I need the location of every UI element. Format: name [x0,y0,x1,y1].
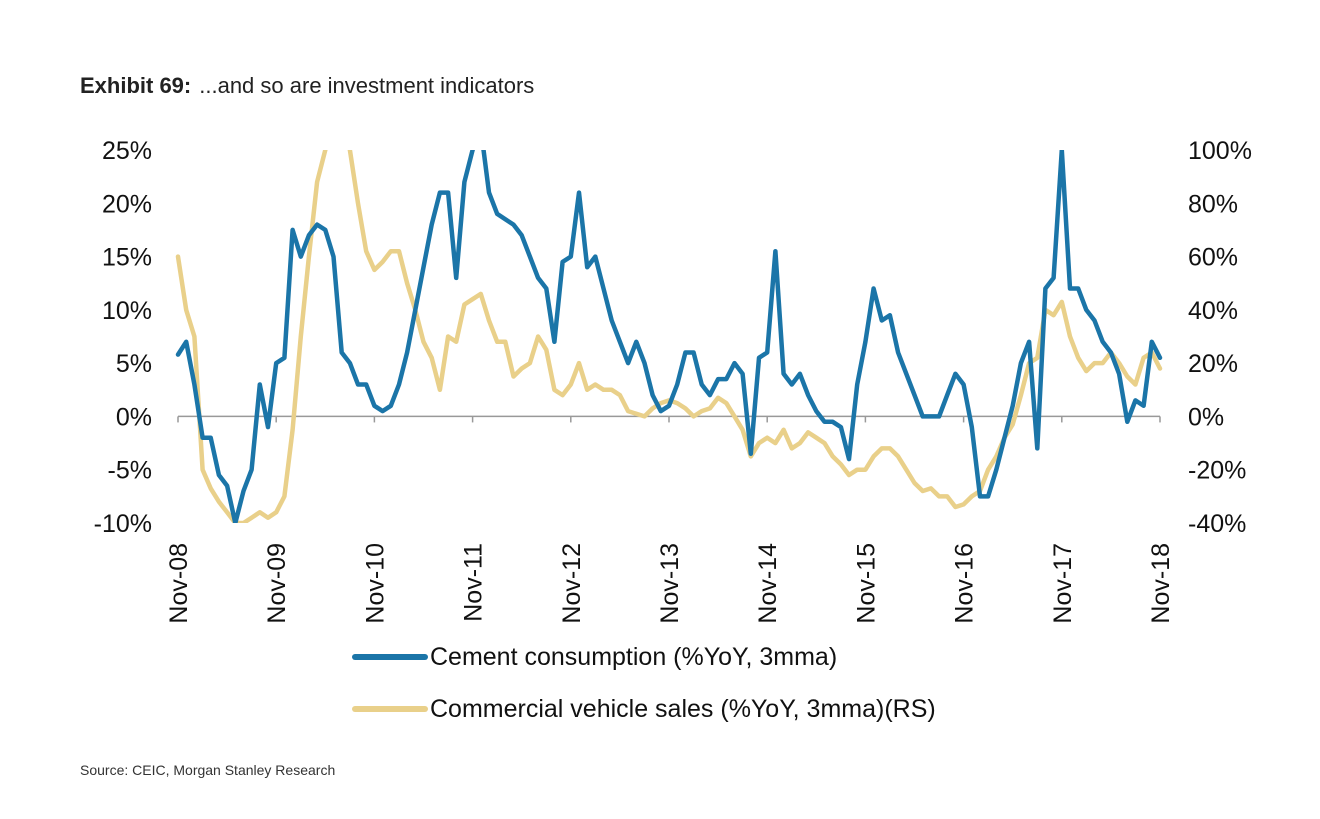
y-right-tick-label: 0% [1188,403,1224,431]
y-right-tick-label: 20% [1188,350,1238,378]
x-tick-label: Nov-17 [1049,543,1077,624]
exhibit-title: ...and so are investment indicators [199,73,535,98]
y-right-tick-label: 40% [1188,297,1238,325]
y-left-tick-label: -10% [94,510,152,538]
x-tick-label: Nov-13 [656,543,684,624]
legend-label-cv: Commercial vehicle sales (%YoY, 3mma)(RS… [430,695,936,723]
legend: Cement consumption (%YoY, 3mma) Commercia… [352,643,936,723]
y-left-tick-label: 0% [116,403,152,431]
y-right-tick-label: -40% [1188,510,1246,538]
x-tick-label: Nov-08 [165,543,193,624]
x-tick-label: Nov-11 [460,543,488,622]
y-left-tick-label: 10% [102,297,152,325]
y-right-tick-label: 80% [1188,190,1238,218]
cement-consumption-line [175,150,1163,523]
source-note: Source: CEIC, Morgan Stanley Research [80,762,336,778]
axes: 25% 20% 15% 10% 5% 0% -5% -10% 100% 80% 60% 40% 20% 0… [94,137,1252,624]
exhibit-label: Exhibit 69: [80,73,192,98]
y-left-tick-label: 20% [102,190,152,218]
commercial-vehicle-sales-line [175,150,1163,523]
chart-title: Exhibit 69: ...and so are investment indi… [80,73,534,99]
x-tick-label: Nov-09 [263,543,291,624]
series-group [175,150,1163,523]
y-left-tick-label: 15% [102,244,152,272]
x-tick-label: Nov-14 [754,543,782,624]
x-tick-label: Nov-10 [361,543,389,624]
x-tick-label: Nov-15 [852,543,880,624]
x-tick-label: Nov-16 [951,543,979,624]
y-right-tick-label: 60% [1188,244,1238,272]
y-left-tick-label: 25% [102,137,152,165]
x-tick-label: Nov-18 [1147,543,1175,624]
legend-label-cement: Cement consumption (%YoY, 3mma) [430,643,837,671]
x-tick-label: Nov-12 [558,543,586,624]
y-right-tick-label: 100% [1188,137,1252,165]
y-left-tick-label: -5% [108,457,152,485]
y-right-tick-label: -20% [1188,457,1246,485]
y-left-tick-label: 5% [116,350,152,378]
